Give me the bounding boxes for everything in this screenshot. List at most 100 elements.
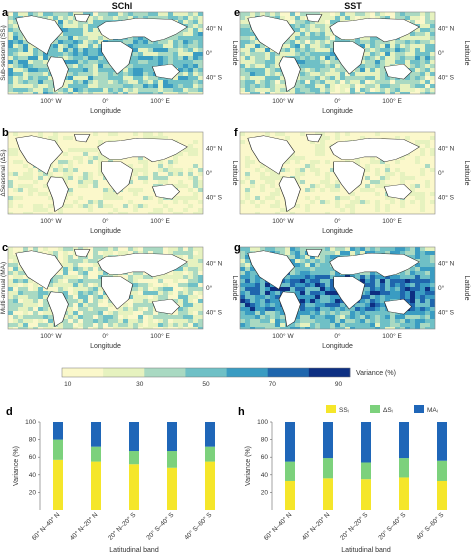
panel-letter: a bbox=[2, 7, 9, 19]
bar-segment bbox=[205, 446, 215, 462]
lon-tick: 100° W bbox=[40, 217, 62, 225]
row-label: Multi-annual (MAᵢ) bbox=[0, 262, 7, 314]
lon-tick: 0° bbox=[334, 97, 341, 105]
longitude-label: Longitude bbox=[90, 343, 121, 350]
legend-label: ΔSᵢ bbox=[383, 407, 393, 414]
category-label: 20° S–40° S bbox=[145, 510, 176, 541]
longitude-label: Longitude bbox=[90, 108, 121, 115]
colorbar-label: Variance (%) bbox=[356, 370, 396, 377]
bar-segment bbox=[323, 478, 333, 510]
lat-tick: 0° bbox=[438, 49, 445, 57]
bar-segment bbox=[361, 422, 371, 463]
bar-segment bbox=[53, 422, 63, 440]
bar-chart-d: d 20 40 60 80 100 Variance (%) 60° N–40° N 40° N… bbox=[6, 406, 215, 554]
latitude-label: Latitude bbox=[231, 161, 238, 186]
lat-tick: 40° S bbox=[206, 309, 223, 317]
panel-letter: h bbox=[238, 406, 245, 418]
bar-segment bbox=[167, 467, 177, 510]
lat-tick: 40° S bbox=[206, 74, 223, 82]
bar-segment bbox=[399, 458, 409, 478]
legend-label: SSᵢ bbox=[339, 407, 349, 414]
map-panel-a: a 40° N 0° 40° S Latitude Sub-seasonal (SSᵢ) 1… bbox=[0, 7, 238, 115]
longitude-label: Longitude bbox=[322, 343, 353, 350]
map-frame bbox=[7, 11, 204, 95]
legend: SSᵢ ΔSᵢ MAᵢ bbox=[326, 405, 438, 414]
lon-tick: 0° bbox=[334, 217, 341, 225]
bar-segment bbox=[167, 451, 177, 468]
map-frame bbox=[7, 246, 204, 330]
latitude-label: Latitude bbox=[463, 41, 470, 66]
bar-segment bbox=[361, 479, 371, 510]
panel-letter: g bbox=[234, 242, 241, 254]
lon-tick: 100° W bbox=[272, 97, 294, 105]
column-title-schl: SChl bbox=[112, 1, 133, 11]
legend-swatch bbox=[370, 405, 380, 413]
lon-tick: 100° E bbox=[150, 217, 170, 225]
lon-tick: 0° bbox=[102, 97, 109, 105]
bar-segment bbox=[285, 461, 295, 481]
colorbar-segment bbox=[103, 368, 145, 377]
map-panel-f: f 40° N 0° 40° S Latitude 100° W 0° 100° E Longi… bbox=[234, 127, 470, 235]
lon-tick: 100° W bbox=[272, 332, 294, 340]
map-frame bbox=[239, 131, 436, 215]
map-frame bbox=[239, 11, 436, 95]
lon-tick: 0° bbox=[102, 217, 109, 225]
category-label: 40° S–60° S bbox=[183, 510, 214, 541]
y-tick-label: 80 bbox=[29, 437, 37, 444]
bar-segment bbox=[323, 422, 333, 459]
longitude-label: Longitude bbox=[90, 228, 121, 235]
latitude-label: Latitude bbox=[231, 41, 238, 66]
lat-tick: 0° bbox=[438, 284, 445, 292]
category-label: 40° S–60° S bbox=[415, 510, 446, 541]
category-label: 40° N–20° N bbox=[68, 511, 100, 543]
lat-tick: 40° N bbox=[438, 144, 455, 152]
category-label: 60° N–40° N bbox=[30, 511, 62, 543]
y-tick-label: 60 bbox=[261, 454, 269, 461]
colorbar-segment bbox=[144, 368, 186, 377]
colorbar-tick: 30 bbox=[136, 381, 144, 388]
colorbar: 10 30 50 70 90 Variance (%) bbox=[61, 367, 396, 388]
legend-label: MAᵢ bbox=[427, 407, 438, 414]
category-label: 20° S–40° S bbox=[377, 510, 408, 541]
bar-segment bbox=[399, 422, 409, 459]
bar-segment bbox=[53, 439, 63, 460]
map-frame bbox=[7, 131, 204, 215]
map-panel-e: e 40° N 0° 40° S Latitude 100° W 0° 100° E Longi… bbox=[234, 7, 470, 115]
row-label: ΔSeasonal (ΔSᵢ) bbox=[0, 149, 7, 196]
panel-letter: b bbox=[2, 127, 9, 139]
bar-segment bbox=[91, 461, 101, 510]
y-tick-label: 40 bbox=[261, 472, 269, 479]
legend-swatch bbox=[326, 405, 336, 413]
map-panel-g: g 40° N 0° 40° S Latitude 100° W 0° 100° E Longi… bbox=[234, 242, 470, 350]
lat-tick: 40° N bbox=[206, 24, 223, 32]
bar-segment bbox=[91, 446, 101, 462]
lon-tick: 100° W bbox=[272, 217, 294, 225]
lon-tick: 100° E bbox=[382, 217, 402, 225]
latitude-label: Latitude bbox=[231, 276, 238, 301]
y-tick-label: 20 bbox=[29, 489, 37, 496]
colorbar-tick: 70 bbox=[269, 381, 277, 388]
lat-tick: 40° S bbox=[438, 309, 455, 317]
y-tick-label: 100 bbox=[25, 419, 36, 426]
lat-tick: 0° bbox=[206, 284, 213, 292]
colorbar-segment bbox=[62, 368, 104, 377]
lat-tick: 40° N bbox=[438, 259, 455, 267]
y-tick-label: 100 bbox=[257, 419, 268, 426]
colorbar-segment bbox=[308, 368, 351, 377]
colorbar-tick: 50 bbox=[202, 381, 210, 388]
y-tick-label: 40 bbox=[29, 472, 37, 479]
lat-tick: 0° bbox=[438, 169, 445, 177]
y-axis-label: Variance (%) bbox=[245, 446, 252, 486]
bar-segment bbox=[285, 422, 295, 462]
lon-tick: 100° E bbox=[382, 97, 402, 105]
bar-segment bbox=[361, 462, 371, 480]
lon-tick: 0° bbox=[102, 332, 109, 340]
colorbar-tick: 90 bbox=[335, 381, 343, 388]
lon-tick: 100° E bbox=[150, 97, 170, 105]
bar-segment bbox=[129, 451, 139, 465]
lat-tick: 40° N bbox=[206, 259, 223, 267]
bar-segment bbox=[205, 461, 215, 510]
bar-segment bbox=[323, 458, 333, 479]
